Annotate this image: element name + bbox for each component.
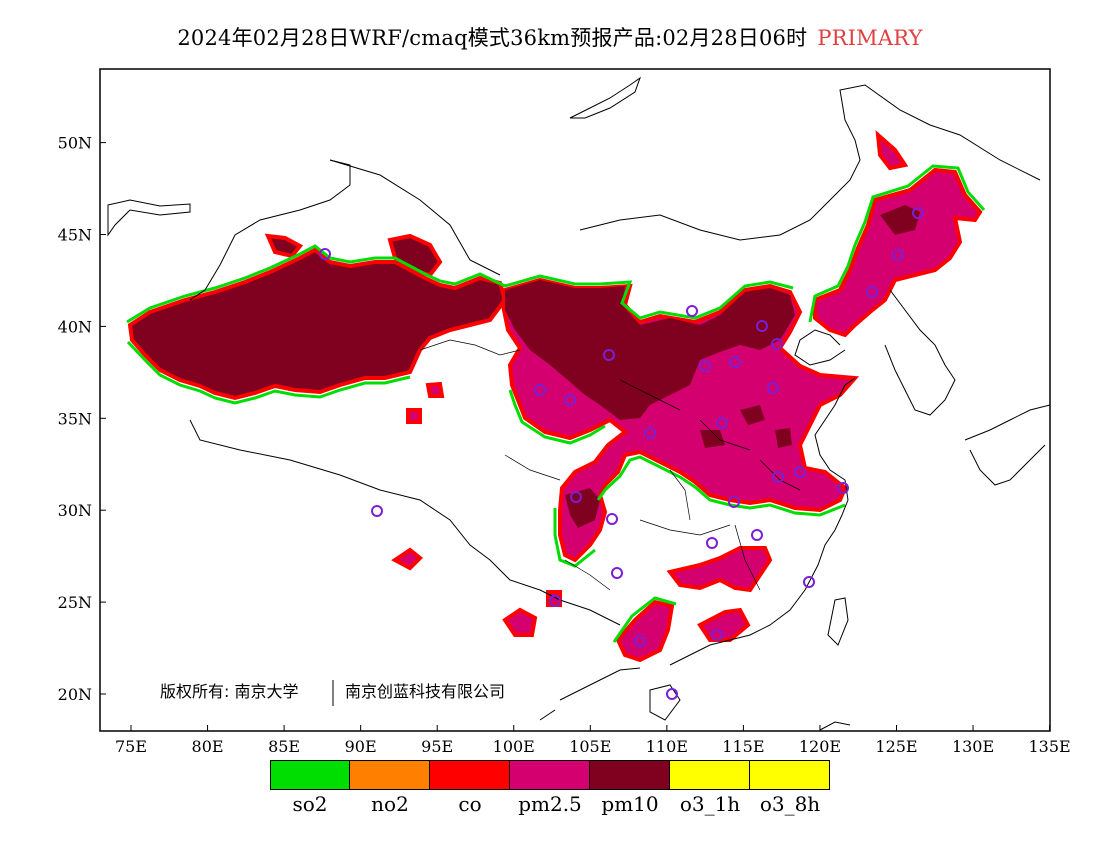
legend-item-no2: no2 xyxy=(350,760,430,816)
x-tick-label: 95E xyxy=(421,737,453,756)
legend-label: so2 xyxy=(292,792,328,816)
legend-swatch xyxy=(590,760,670,790)
x-tick-label: 110E xyxy=(646,737,688,756)
coastline-bohai xyxy=(794,329,846,366)
coastline-japan xyxy=(964,404,1050,486)
y-tick-label: 40N xyxy=(58,317,92,336)
so2-fringe xyxy=(126,164,986,643)
legend-item-so2: so2 xyxy=(270,760,350,816)
pollution-field xyxy=(127,130,983,663)
x-tick-label: 130E xyxy=(952,737,994,756)
y-tick-label: 25N xyxy=(58,593,92,612)
copyright-right: 南京创蓝科技有限公司 xyxy=(345,682,505,701)
legend-item-co: co xyxy=(430,760,510,816)
map-frame xyxy=(99,68,1051,732)
legend-label: pm10 xyxy=(601,792,659,816)
legend-label: o3_8h xyxy=(759,792,821,816)
legend-swatch xyxy=(750,760,830,790)
legend-item-o3-1h: o3_1h xyxy=(670,760,750,816)
station-markers xyxy=(319,207,924,700)
pm10-cores xyxy=(505,205,920,528)
copyright-left: 版权所有: 南京大学 xyxy=(160,682,298,701)
title-main: 2024年02月28日WRF/cmaq模式36km预报产品:02月28日06时 xyxy=(177,26,808,50)
legend-swatch xyxy=(350,760,430,790)
legend: so2 no2 co pm2.5 pm10 o3_1h o3_8h xyxy=(270,760,830,816)
y-axis: 20N 25N 30N 35N 40N 45N 50N xyxy=(58,134,106,704)
y-tick-label: 20N xyxy=(58,685,92,704)
x-tick-label: 115E xyxy=(722,737,764,756)
north-border xyxy=(329,84,1041,276)
map-title: 2024年02月28日WRF/cmaq模式36km预报产品:02月28日06时 P… xyxy=(0,22,1100,52)
caspian-sea xyxy=(107,199,191,237)
hainan xyxy=(649,684,681,721)
coastline-east xyxy=(669,377,856,666)
legend-item-o3-8h: o3_8h xyxy=(750,760,830,816)
legend-item-pm10: pm10 xyxy=(590,760,670,816)
x-tick-label: 105E xyxy=(569,737,611,756)
x-tick-label: 120E xyxy=(799,737,841,756)
x-tick-label: 75E xyxy=(115,737,147,756)
x-tick-label: 100E xyxy=(493,737,535,756)
west-border xyxy=(189,159,351,301)
taiwan xyxy=(827,597,849,646)
southeast-asia xyxy=(539,667,851,731)
legend-swatch xyxy=(430,760,510,790)
y-tick-label: 50N xyxy=(58,134,92,153)
legend-item-pm2-5: pm2.5 xyxy=(510,760,590,816)
coastline-korea xyxy=(884,289,956,416)
x-tick-label: 85E xyxy=(268,737,300,756)
region-west-band xyxy=(127,247,508,401)
region-northeast xyxy=(813,167,983,338)
x-tick-label: 80E xyxy=(192,737,224,756)
province-lines xyxy=(419,339,801,591)
x-axis: 75E 80E 85E 90E 95E 100E 105E 110E 115E 120E 125E 1… xyxy=(115,725,1071,756)
legend-swatch xyxy=(670,760,750,790)
legend-swatch xyxy=(270,760,350,790)
title-tag: PRIMARY xyxy=(817,26,923,50)
x-tick-label: 125E xyxy=(875,737,917,756)
x-tick-label: 135E xyxy=(1028,737,1070,756)
legend-label: pm2.5 xyxy=(518,792,582,816)
y-tick-label: 45N xyxy=(58,226,92,245)
y-tick-label: 35N xyxy=(58,409,92,428)
legend-label: o3_1h xyxy=(679,792,741,816)
y-tick-label: 30N xyxy=(58,501,92,520)
baikal xyxy=(569,76,641,119)
legend-label: co xyxy=(458,792,482,816)
legend-label: no2 xyxy=(371,792,409,816)
x-tick-label: 90E xyxy=(345,737,377,756)
legend-swatch xyxy=(510,760,590,790)
